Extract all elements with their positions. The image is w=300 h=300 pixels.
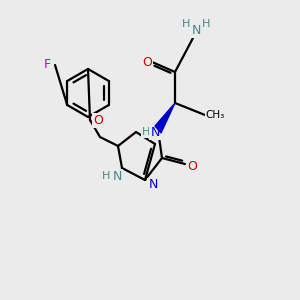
Text: O: O (93, 113, 103, 127)
Text: H: H (182, 19, 190, 29)
Text: O: O (142, 56, 152, 68)
Text: N: N (148, 178, 158, 191)
Text: H: H (102, 171, 110, 181)
Text: O: O (187, 160, 197, 172)
Text: N: N (112, 169, 122, 182)
Text: N: N (191, 23, 201, 37)
Text: N: N (150, 125, 160, 139)
Polygon shape (155, 103, 175, 133)
Text: H: H (142, 127, 150, 137)
Text: H: H (202, 19, 210, 29)
Text: CH₃: CH₃ (206, 110, 225, 120)
Text: F: F (44, 58, 51, 71)
